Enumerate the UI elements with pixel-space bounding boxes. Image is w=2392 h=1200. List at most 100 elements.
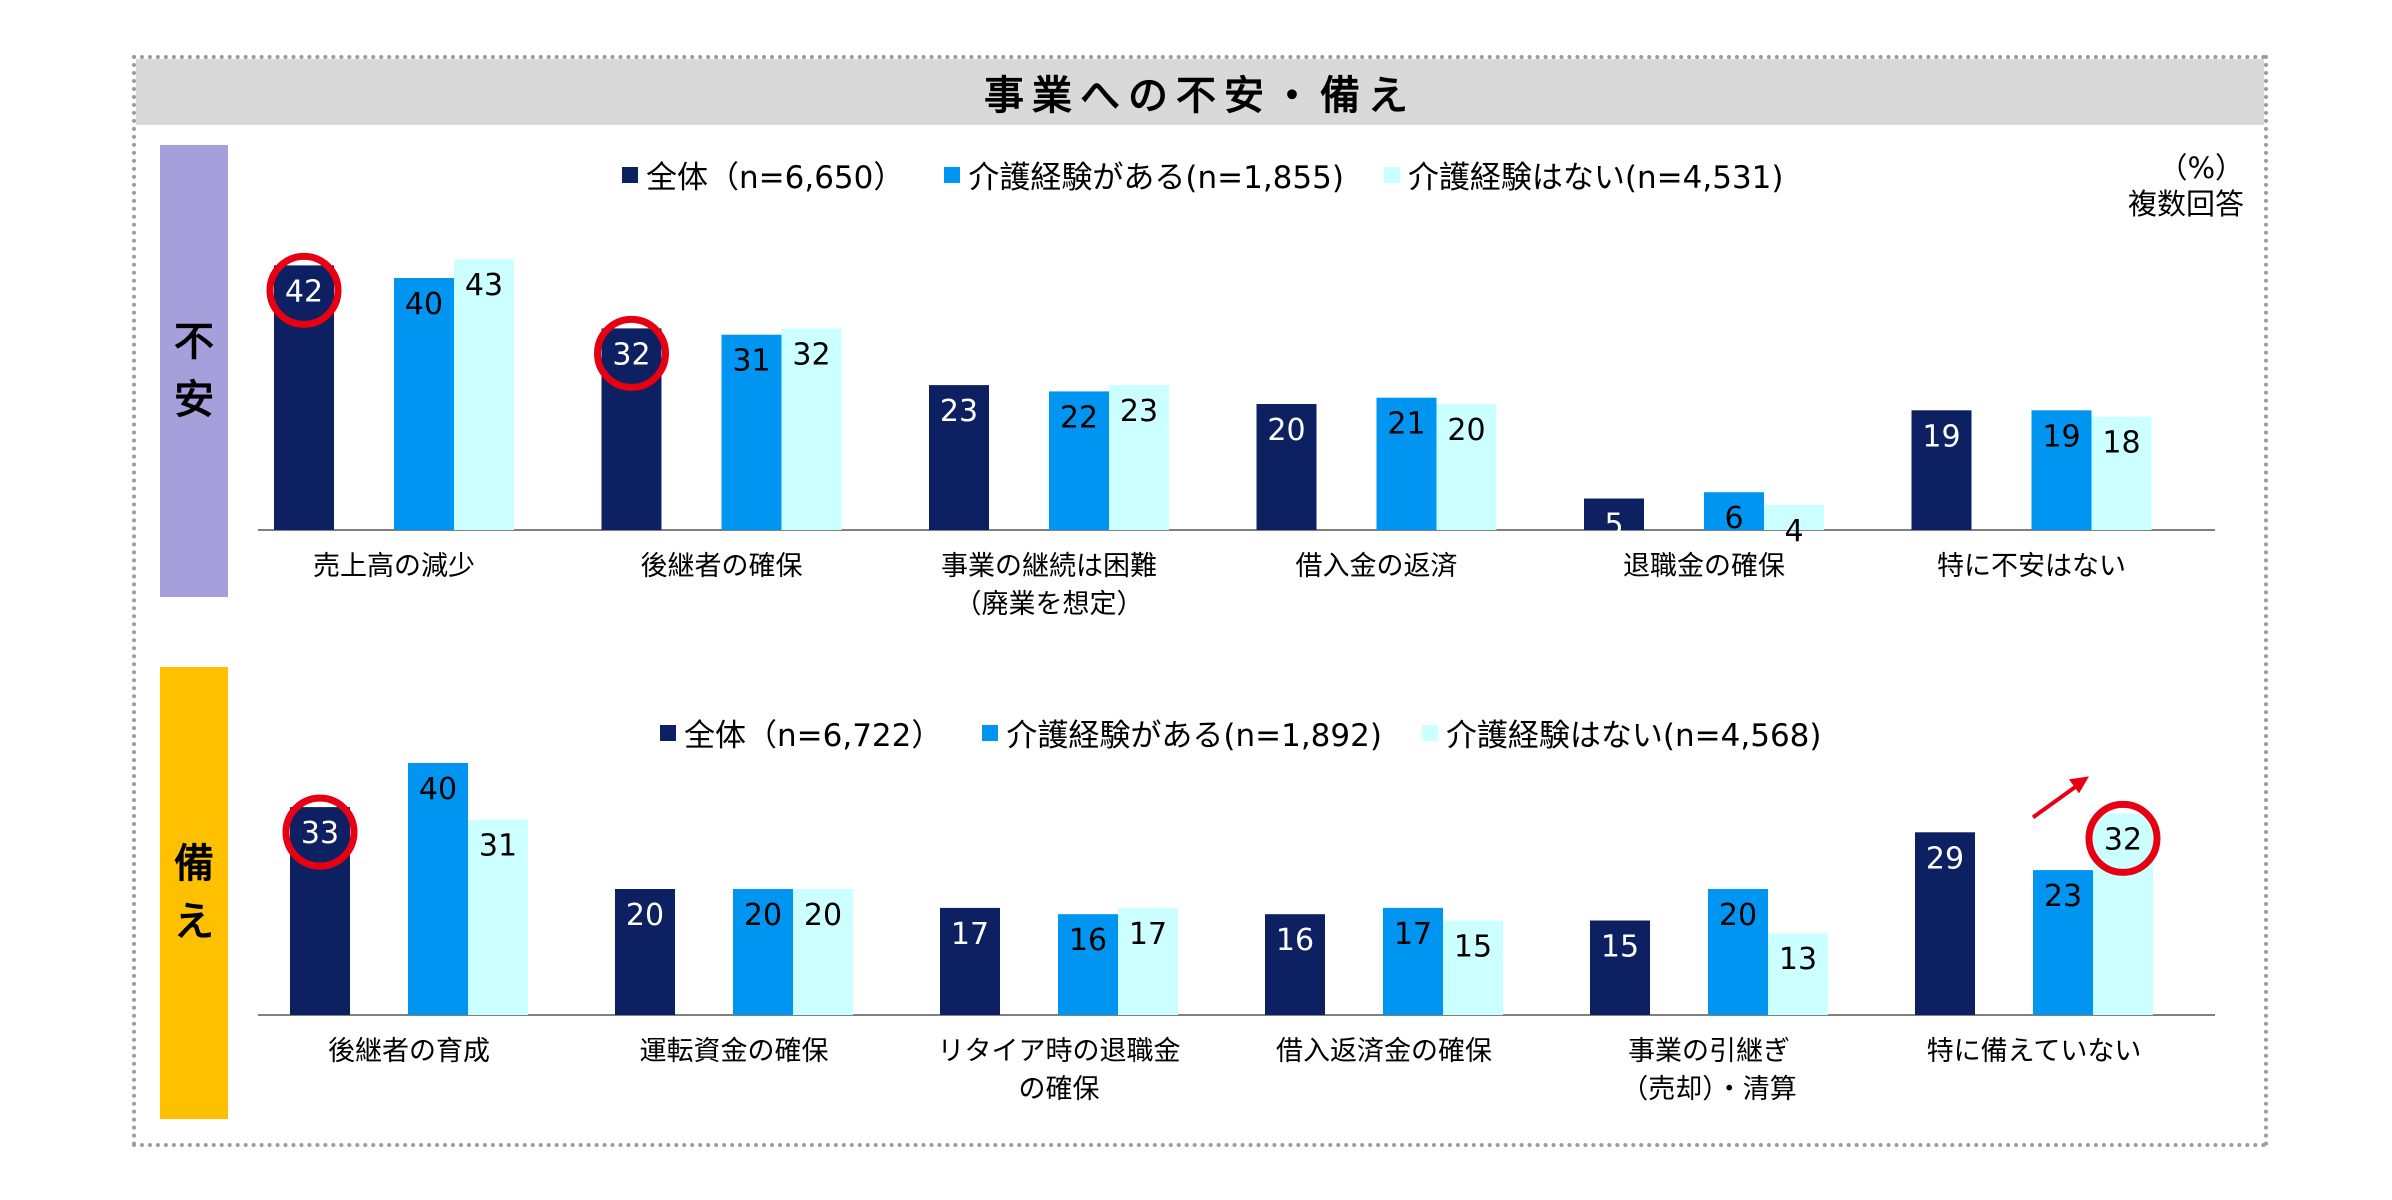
bar-2 [1376,397,1437,530]
category-label: 後継者の育成 [328,1036,490,1067]
legend-swatch [622,166,638,183]
page-title: 事業への不安・備え [984,73,1416,119]
bar-1 [929,385,989,530]
data-label: 23 [1120,394,1158,429]
bar-2 [2031,410,2092,530]
section-label-fuan: 不安 [160,145,228,597]
section-label-char: え [174,899,214,945]
legend-fuan: 全体（n=6,650） 介護経験がある(n=1,855) 介護経験はない(n=4… [622,152,1824,197]
section-label-char: 備 [174,841,214,887]
bar-1 [1915,832,1975,1015]
data-label: 20 [744,898,782,933]
unit-note: （%） 複数回答 [2128,150,2244,222]
legend-sonae: 全体（n=6,722） 介護経験がある(n=1,892) 介護経験はない(n=4… [660,710,1862,755]
legend-item: 介護経験がある(n=1,855) [944,152,1344,197]
data-label: 40 [405,287,443,322]
bar-3 [2091,416,2152,530]
legend-swatch [982,724,999,741]
bar-1 [1584,498,1644,530]
data-label: 43 [465,268,503,303]
legend-swatch [944,166,961,183]
legend-swatch [1421,724,1438,741]
data-label: 18 [2102,426,2140,461]
bar-1 [290,807,350,1015]
bar-1 [1911,410,1972,530]
section-label-sonae: 備え [160,667,228,1119]
data-label: 4 [1784,514,1803,549]
bar-2 [2033,870,2093,1015]
category-label: 借入返済金の確保 [1276,1036,1492,1067]
bar-2 [733,889,793,1015]
legend-swatch [660,724,676,741]
bar-3 [781,328,842,530]
chart-sonae: 33 40 31 後継者の育成 20 20 20 運転資金の確保 17 16 17 リタイア時の退職金… [258,763,2215,1105]
data-label: 17 [1394,917,1432,952]
data-label: 6 [1724,501,1743,536]
legend-label: 介護経験はない(n=4,531) [1407,160,1784,196]
data-label: 16 [1276,923,1314,958]
highlight-circle [266,252,342,328]
data-label: 20 [626,898,664,933]
category-label: 売上高の減少 [313,551,475,582]
bar-1 [1256,404,1317,530]
chart-frame [132,55,2268,1147]
data-label: 15 [1454,930,1492,965]
bar-1 [274,265,334,530]
answer-type-label: 複数回答 [2127,187,2244,221]
legend-swatch [1383,166,1400,183]
bar-1 [940,907,1000,1015]
data-label: 32 [2104,822,2142,857]
legend-label: 全体（n=6,722） [684,718,943,754]
legend-item: 介護経験はない(n=4,531) [1383,152,1784,197]
data-label: 23 [940,394,978,429]
data-label: 19 [1922,419,1960,454]
bar-2 [721,334,782,530]
category-label: 事業の継続は困難 [941,551,1157,582]
bar-3 [1443,920,1503,1015]
bar-1 [1265,914,1325,1015]
bar-3 [1109,385,1169,530]
data-label: 42 [285,274,323,309]
highlight-circle [282,794,358,870]
data-label: 32 [612,337,650,372]
category-label: 退職金の確保 [1623,551,1785,582]
bar-1 [1590,920,1650,1015]
bar-3 [468,819,528,1015]
bar-3 [2093,813,2153,1015]
legend-item: 全体（n=6,650） [622,152,904,197]
data-label: 15 [1601,930,1639,965]
data-label: 29 [1926,841,1964,876]
bar-2 [1704,492,1764,530]
data-label: 22 [1060,400,1098,435]
data-label: 23 [2044,879,2082,914]
category-label: （売却）・清算 [1621,1074,1797,1105]
category-label: 特に不安はない [1937,551,2126,582]
legend-label: 介護経験はない(n=4,568) [1445,718,1822,754]
highlight-circle [2085,800,2161,876]
bar-3 [1768,933,1828,1015]
data-label: 19 [2042,419,2080,454]
category-label: （廃業を想定） [955,589,1144,620]
bar-2 [394,278,454,530]
bar-2 [1383,907,1443,1015]
category-label: 運転資金の確保 [640,1036,829,1067]
legend-item: 全体（n=6,722） [660,710,942,755]
data-label: 16 [1069,923,1107,958]
category-label: 後継者の確保 [641,551,803,582]
data-label: 20 [1447,413,1485,448]
category-label: 特に備えていない [1927,1036,2142,1067]
bar-2 [1708,889,1768,1015]
legend-label: 介護経験がある(n=1,855) [968,160,1344,196]
legend-item: 介護経験がある(n=1,892) [982,710,1382,755]
bar-3 [1118,907,1178,1015]
data-label: 31 [479,829,517,864]
bar-2 [408,763,468,1015]
unit-label: （%） [2158,151,2244,185]
legend-label: 介護経験がある(n=1,892) [1006,718,1382,754]
data-label: 17 [1129,917,1167,952]
bar-1 [615,889,675,1015]
data-label: 20 [1267,413,1305,448]
bar-2 [1058,914,1118,1015]
trend-arrow [2031,779,2085,820]
